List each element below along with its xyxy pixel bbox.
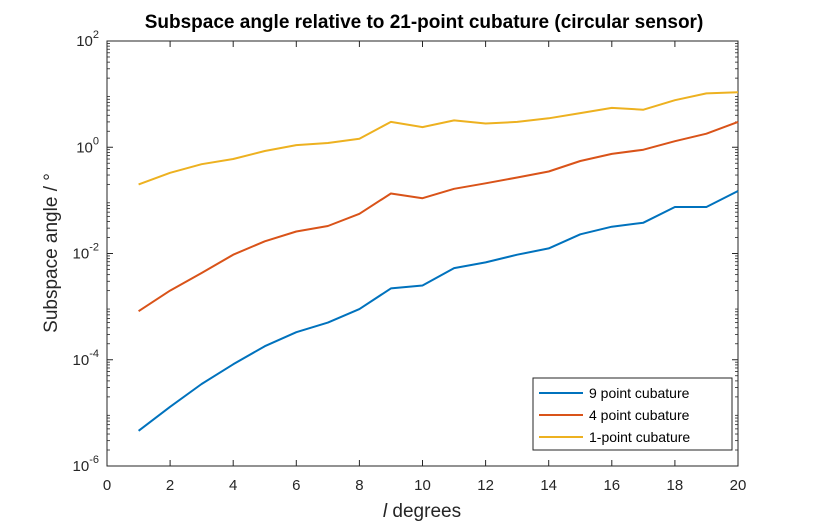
- y-tick-exponent: -2: [89, 242, 99, 254]
- y-tick-label: 10-2: [73, 242, 99, 263]
- y-tick-exponent: 2: [93, 29, 99, 41]
- y-tick-base: 10: [73, 352, 90, 369]
- y-tick-label: 100: [76, 135, 99, 156]
- x-axis: 0 2 4 6 8 10 12 14 16 18 20: [103, 41, 747, 494]
- x-tick-label: 16: [603, 477, 620, 494]
- legend-label-1: 9 point cubature: [589, 385, 690, 401]
- x-tick-label: 2: [166, 477, 174, 494]
- y-tick-exponent: -6: [89, 454, 99, 466]
- x-tick-label: 14: [540, 477, 557, 494]
- x-tick-label: 0: [103, 477, 111, 494]
- y-tick-exponent: -4: [89, 348, 99, 360]
- series-line-1: [137, 190, 739, 432]
- series-lines: [137, 91, 739, 432]
- x-tick-label: 4: [229, 477, 237, 494]
- y-tick-label: 102: [76, 29, 99, 50]
- y-tick-base: 10: [73, 458, 90, 475]
- series-line-2: [138, 120, 739, 313]
- chart-title: Subspace angle relative to 21-point cuba…: [145, 12, 704, 33]
- x-tick-label: 12: [477, 477, 494, 494]
- y-tick-exponent: 0: [93, 135, 99, 147]
- series-line-3: [138, 91, 739, 186]
- legend-label-3: 1-point cubature: [589, 429, 690, 445]
- y-tick-base: 10: [76, 139, 93, 156]
- y-tick-base: 10: [76, 33, 93, 50]
- x-tick-label: 6: [292, 477, 300, 494]
- x-axis-label-variable: l: [383, 501, 388, 522]
- x-tick-label: 10: [414, 477, 431, 494]
- y-tick-label: 10-6: [73, 454, 99, 475]
- x-axis-label-unit: degrees: [387, 501, 461, 522]
- x-tick-label: 20: [730, 477, 747, 494]
- y-axis-label: Subspace angle / °: [41, 173, 62, 333]
- legend: 9 point cubature 4 point cubature 1-point …: [532, 377, 733, 451]
- x-axis-label: l degrees: [383, 501, 461, 522]
- x-tick-label: 8: [355, 477, 363, 494]
- legend-label-2: 4 point cubature: [589, 407, 690, 423]
- y-tick-label: 10-4: [73, 348, 99, 369]
- x-tick-label: 18: [667, 477, 684, 494]
- y-tick-base: 10: [73, 246, 90, 263]
